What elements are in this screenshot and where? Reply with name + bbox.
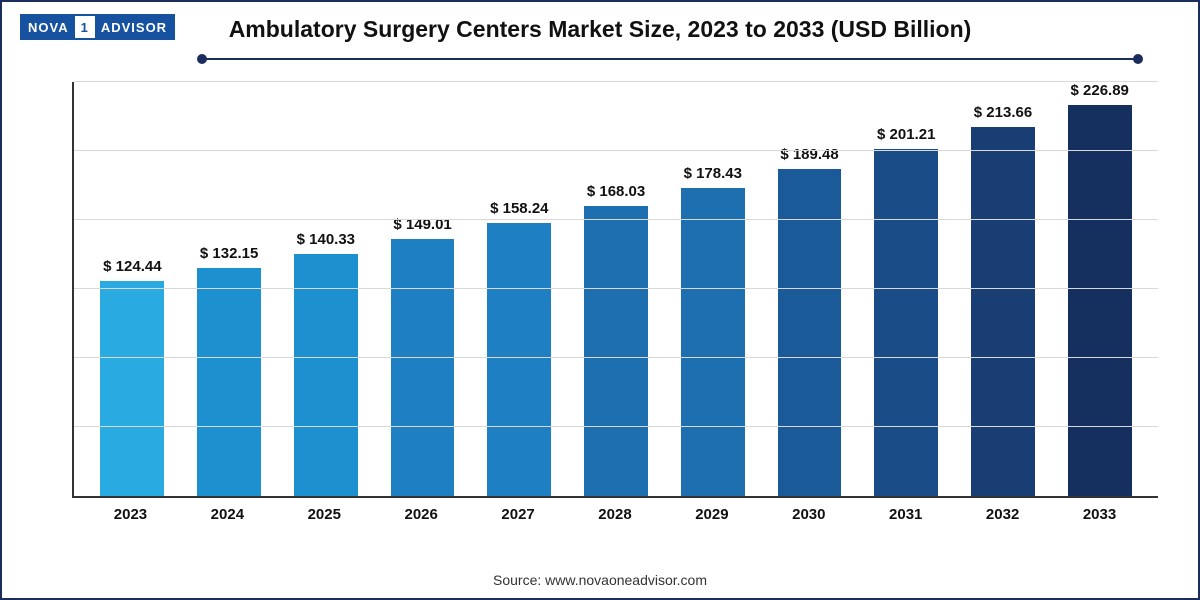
divider-line bbox=[202, 58, 1138, 60]
bar-value-label: $ 168.03 bbox=[587, 183, 645, 200]
bar bbox=[391, 239, 455, 496]
bar-wrap: $ 124.44 bbox=[84, 82, 181, 496]
x-axis-label: 2033 bbox=[1051, 498, 1148, 528]
gridline bbox=[74, 81, 1158, 82]
bar-wrap: $ 178.43 bbox=[664, 82, 761, 496]
bar bbox=[294, 254, 358, 496]
bar bbox=[681, 188, 745, 496]
bar-wrap: $ 189.48 bbox=[761, 82, 858, 496]
bars-container: $ 124.44 $ 132.15 $ 140.33 $ 149.01 $ 158.24… bbox=[74, 82, 1158, 496]
bar-wrap: $ 158.24 bbox=[471, 82, 568, 496]
bar-value-label: $ 226.89 bbox=[1071, 82, 1129, 99]
x-axis-label: 2027 bbox=[470, 498, 567, 528]
x-axis-label: 2025 bbox=[276, 498, 373, 528]
chart-title: Ambulatory Surgery Centers Market Size, … bbox=[2, 16, 1198, 43]
gridline bbox=[74, 288, 1158, 289]
x-axis-label: 2029 bbox=[663, 498, 760, 528]
bar-wrap: $ 168.03 bbox=[568, 82, 665, 496]
bar bbox=[100, 281, 164, 496]
x-axis-label: 2032 bbox=[954, 498, 1051, 528]
bar-value-label: $ 124.44 bbox=[103, 258, 161, 275]
title-divider bbox=[202, 54, 1138, 64]
bar bbox=[874, 149, 938, 496]
bar bbox=[1068, 105, 1132, 496]
bar-wrap: $ 213.66 bbox=[955, 82, 1052, 496]
divider-dot-right bbox=[1133, 54, 1143, 64]
x-axis-label: 2028 bbox=[567, 498, 664, 528]
bar-value-label: $ 178.43 bbox=[684, 165, 742, 182]
bar-value-label: $ 132.15 bbox=[200, 245, 258, 262]
bar bbox=[487, 223, 551, 496]
bar-value-label: $ 140.33 bbox=[297, 231, 355, 248]
bar-wrap: $ 140.33 bbox=[277, 82, 374, 496]
bar-chart: $ 124.44 $ 132.15 $ 140.33 $ 149.01 $ 158.24… bbox=[72, 82, 1158, 528]
gridline bbox=[74, 426, 1158, 427]
bar-wrap: $ 149.01 bbox=[374, 82, 471, 496]
bar-wrap: $ 132.15 bbox=[181, 82, 278, 496]
x-axis-label: 2031 bbox=[857, 498, 954, 528]
divider-dot-left bbox=[197, 54, 207, 64]
bar-value-label: $ 158.24 bbox=[490, 200, 548, 217]
bar-value-label: $ 189.48 bbox=[780, 146, 838, 163]
gridline bbox=[74, 219, 1158, 220]
bar-value-label: $ 201.21 bbox=[877, 126, 935, 143]
chart-frame: NOVA 1 ADVISOR Ambulatory Surgery Center… bbox=[0, 0, 1200, 600]
bar bbox=[197, 268, 261, 496]
x-axis-labels: 2023202420252026202720282029203020312032… bbox=[72, 498, 1158, 528]
x-axis-label: 2026 bbox=[373, 498, 470, 528]
bar-wrap: $ 226.89 bbox=[1051, 82, 1148, 496]
bar-value-label: $ 213.66 bbox=[974, 104, 1032, 121]
source-text: Source: www.novaoneadvisor.com bbox=[2, 572, 1198, 588]
bar-wrap: $ 201.21 bbox=[858, 82, 955, 496]
x-axis-label: 2030 bbox=[760, 498, 857, 528]
bar bbox=[971, 127, 1035, 496]
x-axis-label: 2024 bbox=[179, 498, 276, 528]
gridline bbox=[74, 150, 1158, 151]
x-axis-label: 2023 bbox=[82, 498, 179, 528]
gridline bbox=[74, 357, 1158, 358]
plot-area: $ 124.44 $ 132.15 $ 140.33 $ 149.01 $ 158.24… bbox=[72, 82, 1158, 498]
bar bbox=[584, 206, 648, 496]
